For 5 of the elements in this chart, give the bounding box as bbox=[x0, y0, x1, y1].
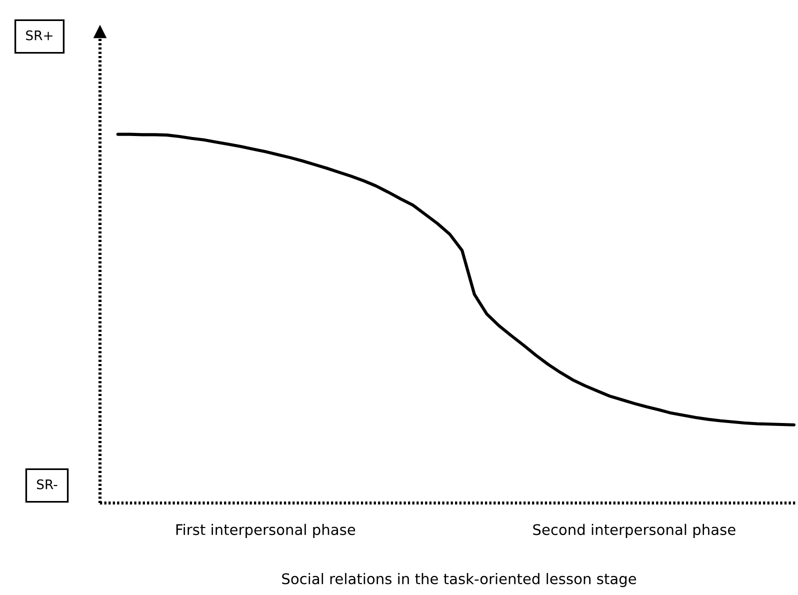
x-tick-label: First interpersonal phase bbox=[176, 524, 356, 538]
x-tick-label: Second interpersonal phase bbox=[533, 524, 736, 538]
text: SR- bbox=[36, 479, 58, 490]
x-axis-title: Social relations in the task-oriented lesson stage bbox=[282, 573, 636, 588]
text: SR+ bbox=[26, 30, 52, 40]
